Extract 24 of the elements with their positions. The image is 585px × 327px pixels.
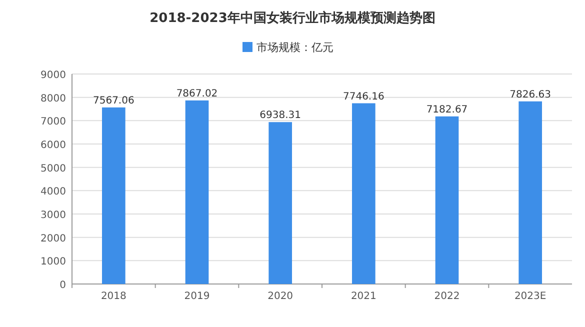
data-label: 7567.06 bbox=[92, 95, 134, 106]
x-tick-label: 2021 bbox=[350, 291, 376, 302]
y-tick-label: 3000 bbox=[40, 210, 66, 221]
data-label: 7182.67 bbox=[426, 104, 468, 116]
data-label: 7867.02 bbox=[176, 88, 218, 100]
data-label: 6938.31 bbox=[260, 110, 302, 122]
y-tick-label: 4000 bbox=[40, 186, 66, 198]
x-tick-label: 2023E bbox=[514, 291, 546, 302]
chart-title: 2018-2023年中国女装行业市场规模预测趋势图 bbox=[150, 10, 436, 26]
y-tick-label: 8000 bbox=[40, 93, 66, 104]
x-tick-label: 2020 bbox=[268, 291, 294, 302]
data-label: 7826.63 bbox=[510, 89, 552, 100]
legend-label: 市场规模：亿元 bbox=[256, 41, 334, 54]
y-tick-label: 0 bbox=[60, 280, 66, 291]
x-tick-label: 2019 bbox=[184, 291, 210, 302]
x-tick-label: 2022 bbox=[434, 291, 460, 302]
data-label: 7746.16 bbox=[342, 91, 384, 102]
x-tick-label: 2018 bbox=[100, 291, 126, 302]
y-tick-label: 1000 bbox=[40, 256, 66, 268]
y-tick-label: 9000 bbox=[40, 70, 66, 81]
y-tick-label: 7000 bbox=[40, 116, 66, 128]
y-tick-label: 5000 bbox=[40, 163, 66, 174]
y-tick-label: 6000 bbox=[40, 140, 66, 151]
y-tick-label: 2000 bbox=[40, 233, 66, 244]
